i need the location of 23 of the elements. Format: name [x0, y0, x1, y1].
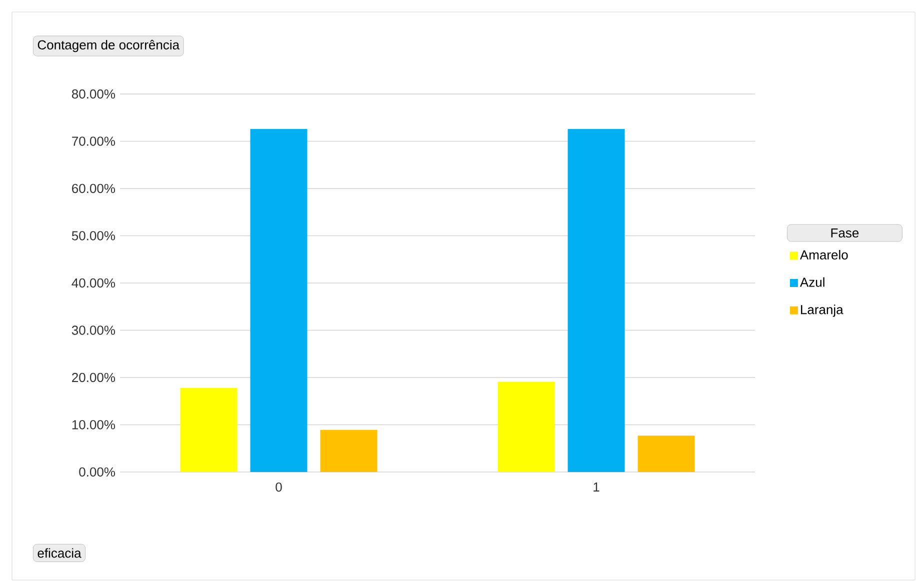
legend-label: Azul — [800, 277, 824, 287]
y-tick-label: 20.00% — [72, 372, 116, 382]
bar — [320, 430, 378, 472]
y-tick-label: 60.00% — [72, 184, 116, 194]
bar — [568, 128, 625, 472]
y-tick-label: 40.00% — [72, 278, 116, 288]
legend-title: Fase — [831, 228, 859, 238]
legend-label: Amarelo — [800, 250, 848, 260]
chart-title: Contagem de ocorrência — [38, 40, 180, 52]
bar — [250, 128, 308, 472]
y-tick-label: 70.00% — [72, 136, 116, 146]
x-tick-label: 1 — [594, 482, 600, 492]
bar — [498, 382, 555, 472]
x-axis-title: eficacia — [38, 548, 82, 558]
y-tick-label: 0.00% — [79, 467, 116, 477]
y-tick-label: 80.00% — [72, 89, 116, 99]
bar — [180, 388, 238, 472]
legend-label: Laranja — [801, 304, 844, 317]
bar — [638, 436, 695, 472]
y-tick-label: 30.00% — [72, 326, 116, 335]
x-tick-label: 0 — [276, 482, 282, 492]
y-tick-label: 50.00% — [72, 231, 116, 240]
y-tick-label: 10.00% — [72, 420, 116, 430]
